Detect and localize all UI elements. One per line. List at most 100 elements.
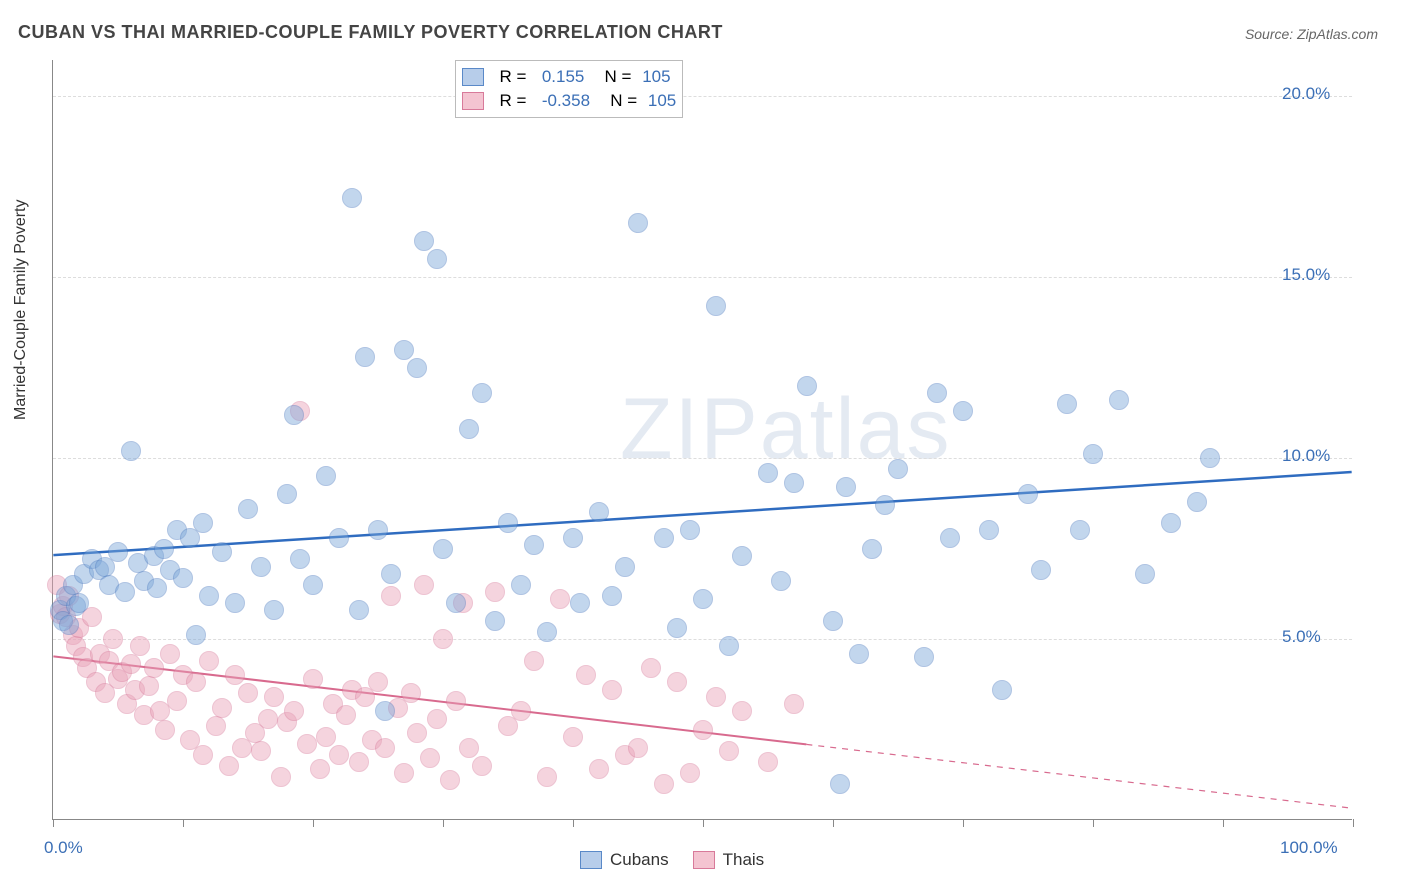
y-tick-label: 15.0% — [1282, 265, 1330, 285]
scatter-point-cubans — [147, 578, 167, 598]
x-tick — [833, 819, 834, 827]
source-label: Source: — [1245, 26, 1293, 42]
scatter-point-cubans — [316, 466, 336, 486]
scatter-point-cubans — [498, 513, 518, 533]
scatter-point-thais — [472, 756, 492, 776]
scatter-point-cubans — [940, 528, 960, 548]
n-value: 105 — [648, 91, 676, 111]
correlation-chart: CUBAN VS THAI MARRIED-COUPLE FAMILY POVE… — [0, 0, 1406, 892]
scatter-point-thais — [414, 575, 434, 595]
y-tick-label: 5.0% — [1282, 627, 1321, 647]
scatter-point-cubans — [706, 296, 726, 316]
scatter-point-thais — [706, 687, 726, 707]
legend-swatch-icon — [462, 92, 484, 110]
scatter-point-thais — [271, 767, 291, 787]
scatter-point-cubans — [1187, 492, 1207, 512]
scatter-point-cubans — [407, 358, 427, 378]
scatter-point-thais — [310, 759, 330, 779]
scatter-point-thais — [186, 672, 206, 692]
y-tick-label: 10.0% — [1282, 446, 1330, 466]
scatter-point-thais — [563, 727, 583, 747]
scatter-point-cubans — [667, 618, 687, 638]
scatter-point-thais — [121, 654, 141, 674]
scatter-point-thais — [316, 727, 336, 747]
r-value: 0.155 — [542, 67, 585, 87]
scatter-point-cubans — [680, 520, 700, 540]
scatter-point-cubans — [1070, 520, 1090, 540]
series-legend-item: Cubans — [580, 850, 669, 870]
legend-swatch-icon — [462, 68, 484, 86]
r-value: -0.358 — [542, 91, 590, 111]
n-label: N = — [596, 91, 642, 111]
scatter-point-thais — [381, 586, 401, 606]
scatter-point-cubans — [381, 564, 401, 584]
scatter-point-cubans — [823, 611, 843, 631]
gridline-h — [53, 639, 1352, 640]
x-max-label: 100.0% — [1280, 838, 1338, 858]
scatter-point-thais — [537, 767, 557, 787]
scatter-point-thais — [375, 738, 395, 758]
scatter-point-cubans — [59, 615, 79, 635]
scatter-point-cubans — [303, 575, 323, 595]
n-label: N = — [590, 67, 636, 87]
scatter-point-cubans — [251, 557, 271, 577]
scatter-point-cubans — [342, 188, 362, 208]
scatter-point-thais — [144, 658, 164, 678]
scatter-point-cubans — [225, 593, 245, 613]
scatter-point-cubans — [290, 549, 310, 569]
x-tick — [53, 819, 54, 827]
scatter-point-cubans — [589, 502, 609, 522]
scatter-point-cubans — [849, 644, 869, 664]
r-label: R = — [490, 67, 536, 87]
scatter-point-thais — [258, 709, 278, 729]
scatter-point-cubans — [830, 774, 850, 794]
scatter-point-cubans — [414, 231, 434, 251]
scatter-point-cubans — [115, 582, 135, 602]
scatter-point-cubans — [563, 528, 583, 548]
scatter-point-thais — [420, 748, 440, 768]
scatter-point-cubans — [1018, 484, 1038, 504]
x-tick — [1093, 819, 1094, 827]
x-tick — [963, 819, 964, 827]
scatter-point-cubans — [1083, 444, 1103, 464]
gridline-h — [53, 458, 1352, 459]
scatter-point-cubans — [927, 383, 947, 403]
scatter-point-thais — [193, 745, 213, 765]
x-tick — [443, 819, 444, 827]
legend-stat-row: R = -0.358 N = 105 — [462, 89, 676, 113]
scatter-point-thais — [368, 672, 388, 692]
scatter-point-thais — [329, 745, 349, 765]
x-tick — [573, 819, 574, 827]
scatter-point-cubans — [238, 499, 258, 519]
n-value: 105 — [642, 67, 670, 87]
scatter-point-thais — [680, 763, 700, 783]
scatter-point-cubans — [264, 600, 284, 620]
series-legend: CubansThais — [580, 850, 764, 870]
scatter-point-thais — [167, 691, 187, 711]
scatter-point-thais — [251, 741, 271, 761]
scatter-point-thais — [284, 701, 304, 721]
scatter-point-cubans — [979, 520, 999, 540]
trendline-thais-extrapolated — [806, 744, 1351, 808]
scatter-point-thais — [206, 716, 226, 736]
scatter-point-thais — [602, 680, 622, 700]
scatter-point-cubans — [173, 568, 193, 588]
scatter-point-cubans — [284, 405, 304, 425]
scatter-point-thais — [641, 658, 661, 678]
scatter-point-cubans — [199, 586, 219, 606]
scatter-point-thais — [150, 701, 170, 721]
scatter-point-thais — [219, 756, 239, 776]
x-tick — [313, 819, 314, 827]
scatter-point-thais — [524, 651, 544, 671]
scatter-point-cubans — [719, 636, 739, 656]
scatter-point-cubans — [186, 625, 206, 645]
scatter-point-cubans — [771, 571, 791, 591]
scatter-point-thais — [628, 738, 648, 758]
scatter-point-cubans — [1135, 564, 1155, 584]
scatter-point-thais — [303, 669, 323, 689]
source-credit: Source: ZipAtlas.com — [1245, 26, 1378, 42]
scatter-point-cubans — [570, 593, 590, 613]
scatter-point-cubans — [193, 513, 213, 533]
scatter-point-cubans — [654, 528, 674, 548]
y-tick-label: 20.0% — [1282, 84, 1330, 104]
